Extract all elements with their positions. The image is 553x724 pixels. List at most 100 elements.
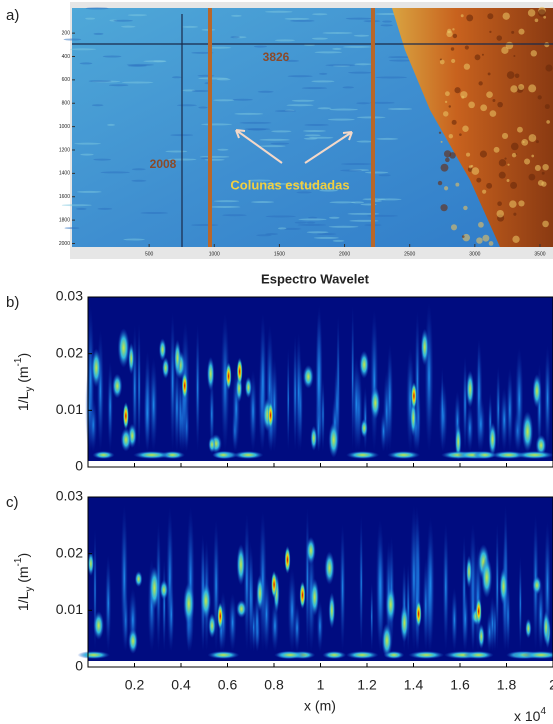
wave-texture — [348, 71, 373, 74]
spectrum-peak — [217, 602, 224, 631]
x-tick-label: 1.2 — [357, 677, 377, 693]
wave-texture — [63, 38, 82, 41]
land-texture — [464, 45, 469, 50]
wave-texture — [207, 46, 232, 49]
y-axis-label-part: y — [24, 587, 35, 592]
spectrum-blob — [244, 376, 252, 399]
spectrum-blob — [466, 555, 473, 589]
x-tick-label: 0.8 — [264, 677, 284, 693]
spectrum-blob — [310, 425, 318, 451]
wave-texture — [123, 238, 145, 241]
land-texture — [452, 28, 455, 31]
spectrum-blob — [454, 423, 462, 460]
land-texture — [544, 104, 550, 110]
land-texture — [545, 64, 553, 72]
spectrum-blob — [306, 536, 316, 565]
wave-texture — [127, 14, 148, 17]
wave-texture — [353, 34, 370, 37]
spectrum-blob — [542, 610, 550, 645]
land-texture — [480, 104, 488, 112]
spectrum-streak — [476, 396, 486, 453]
spectrum-blob — [87, 551, 95, 577]
land-texture — [444, 186, 449, 191]
spectrum-streak — [440, 366, 444, 452]
land-texture — [496, 35, 503, 41]
wave-texture — [107, 123, 116, 126]
wave-texture — [265, 215, 296, 218]
spectrum-blob — [93, 611, 104, 640]
spectrum-streak — [462, 355, 468, 452]
land-texture — [518, 28, 525, 35]
y-tick-label: 0.02 — [56, 344, 83, 360]
land-texture — [518, 200, 525, 207]
wave-texture — [307, 216, 318, 219]
wave-texture — [121, 81, 154, 84]
spectrum-blob — [236, 599, 247, 619]
spectrum-blob — [463, 651, 494, 659]
land-texture — [513, 55, 516, 58]
wave-texture — [143, 60, 167, 63]
spectrum-streak — [352, 355, 361, 453]
land-texture — [512, 235, 520, 243]
wave-texture — [165, 150, 188, 153]
land-texture — [460, 14, 464, 18]
spectrum-blob — [345, 651, 379, 659]
y-axis-label: 1/Ly (m-1) — [13, 553, 35, 611]
wave-texture — [354, 63, 372, 66]
wave-texture — [345, 17, 373, 20]
spectrum-blob — [420, 328, 429, 366]
spectrum-blob — [128, 628, 138, 654]
wave-texture — [297, 223, 327, 226]
spectrum-blob — [91, 348, 102, 388]
land-texture — [538, 9, 546, 17]
wave-texture — [102, 55, 122, 58]
x-tick-label: 1.4 — [404, 677, 424, 693]
land-texture — [541, 171, 545, 175]
land-texture — [478, 81, 483, 86]
spectrum-blob — [532, 373, 542, 409]
spectrum-peak — [267, 401, 274, 430]
spectrum-peak — [475, 597, 482, 626]
wave-texture — [265, 10, 293, 13]
spectrum-blob — [236, 543, 246, 586]
spectrum-peak — [271, 570, 278, 599]
y-axis-label-part: 1/L — [15, 391, 31, 411]
land-texture — [510, 181, 518, 189]
wave-texture — [247, 179, 272, 182]
wave-texture — [200, 157, 211, 160]
spectrum-peak — [284, 545, 291, 574]
land-texture — [455, 182, 460, 187]
y-tick-label: 0.01 — [56, 601, 83, 617]
spectrum-blob — [117, 328, 130, 368]
land-texture — [506, 178, 510, 182]
wave-texture — [217, 148, 229, 151]
spectrum-blob — [112, 373, 123, 399]
wave-texture — [271, 130, 292, 133]
x-tick-label: 1.8 — [497, 677, 517, 693]
y-axis-label-part: (m — [15, 366, 31, 386]
spectrum-blob — [208, 613, 216, 639]
wave-texture — [329, 108, 358, 111]
land-texture — [437, 180, 443, 186]
land-texture — [487, 72, 491, 76]
spectrum-streak — [316, 405, 321, 453]
spectrum-blob — [159, 579, 169, 600]
land-texture — [528, 84, 537, 93]
land-texture — [488, 241, 494, 246]
land-texture — [544, 42, 550, 48]
spectrum-streak — [86, 305, 95, 452]
y-tick-label: 1000 — [59, 124, 70, 130]
land-texture — [446, 28, 452, 34]
wave-texture — [213, 200, 240, 203]
wave-texture — [88, 80, 112, 83]
land-texture — [450, 47, 455, 51]
wave-texture — [380, 24, 393, 27]
spectrum-streak — [293, 603, 301, 652]
land-texture — [444, 100, 448, 104]
land-texture — [451, 58, 456, 64]
wave-texture — [191, 224, 219, 227]
y-tick-label: 1400 — [59, 171, 70, 177]
wave-texture — [191, 90, 210, 93]
land-texture — [507, 163, 510, 166]
land-texture — [498, 171, 506, 179]
